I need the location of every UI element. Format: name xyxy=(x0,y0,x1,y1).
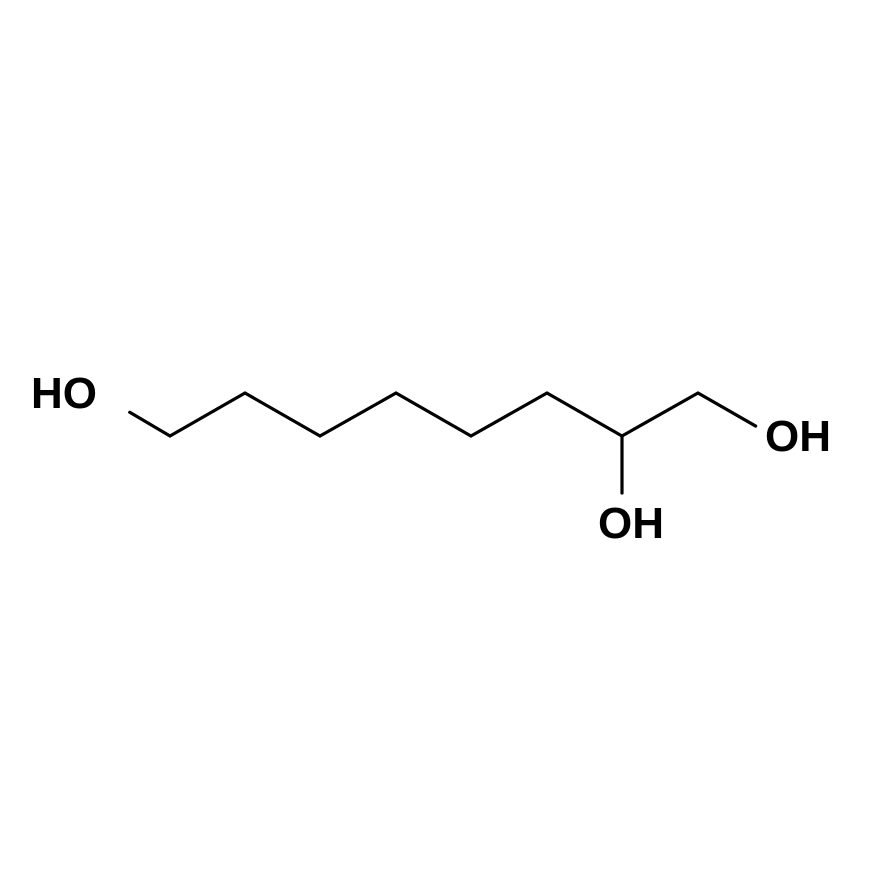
bond xyxy=(698,393,756,426)
bond xyxy=(396,393,471,436)
bond xyxy=(170,393,245,436)
atom-label: OH xyxy=(598,499,664,548)
atom-label: OH xyxy=(765,412,831,461)
bond xyxy=(471,393,547,436)
bond xyxy=(547,393,622,436)
molecule-svg: HO OH OH xyxy=(0,0,890,890)
atom-label: HO xyxy=(31,369,97,418)
bond xyxy=(245,393,320,436)
bonds-group xyxy=(130,393,756,493)
bond xyxy=(622,393,698,436)
bond xyxy=(130,412,170,436)
atom-labels-group: HO OH OH xyxy=(31,369,831,548)
chemical-structure-canvas: HO OH OH xyxy=(0,0,890,890)
bond xyxy=(320,393,396,436)
